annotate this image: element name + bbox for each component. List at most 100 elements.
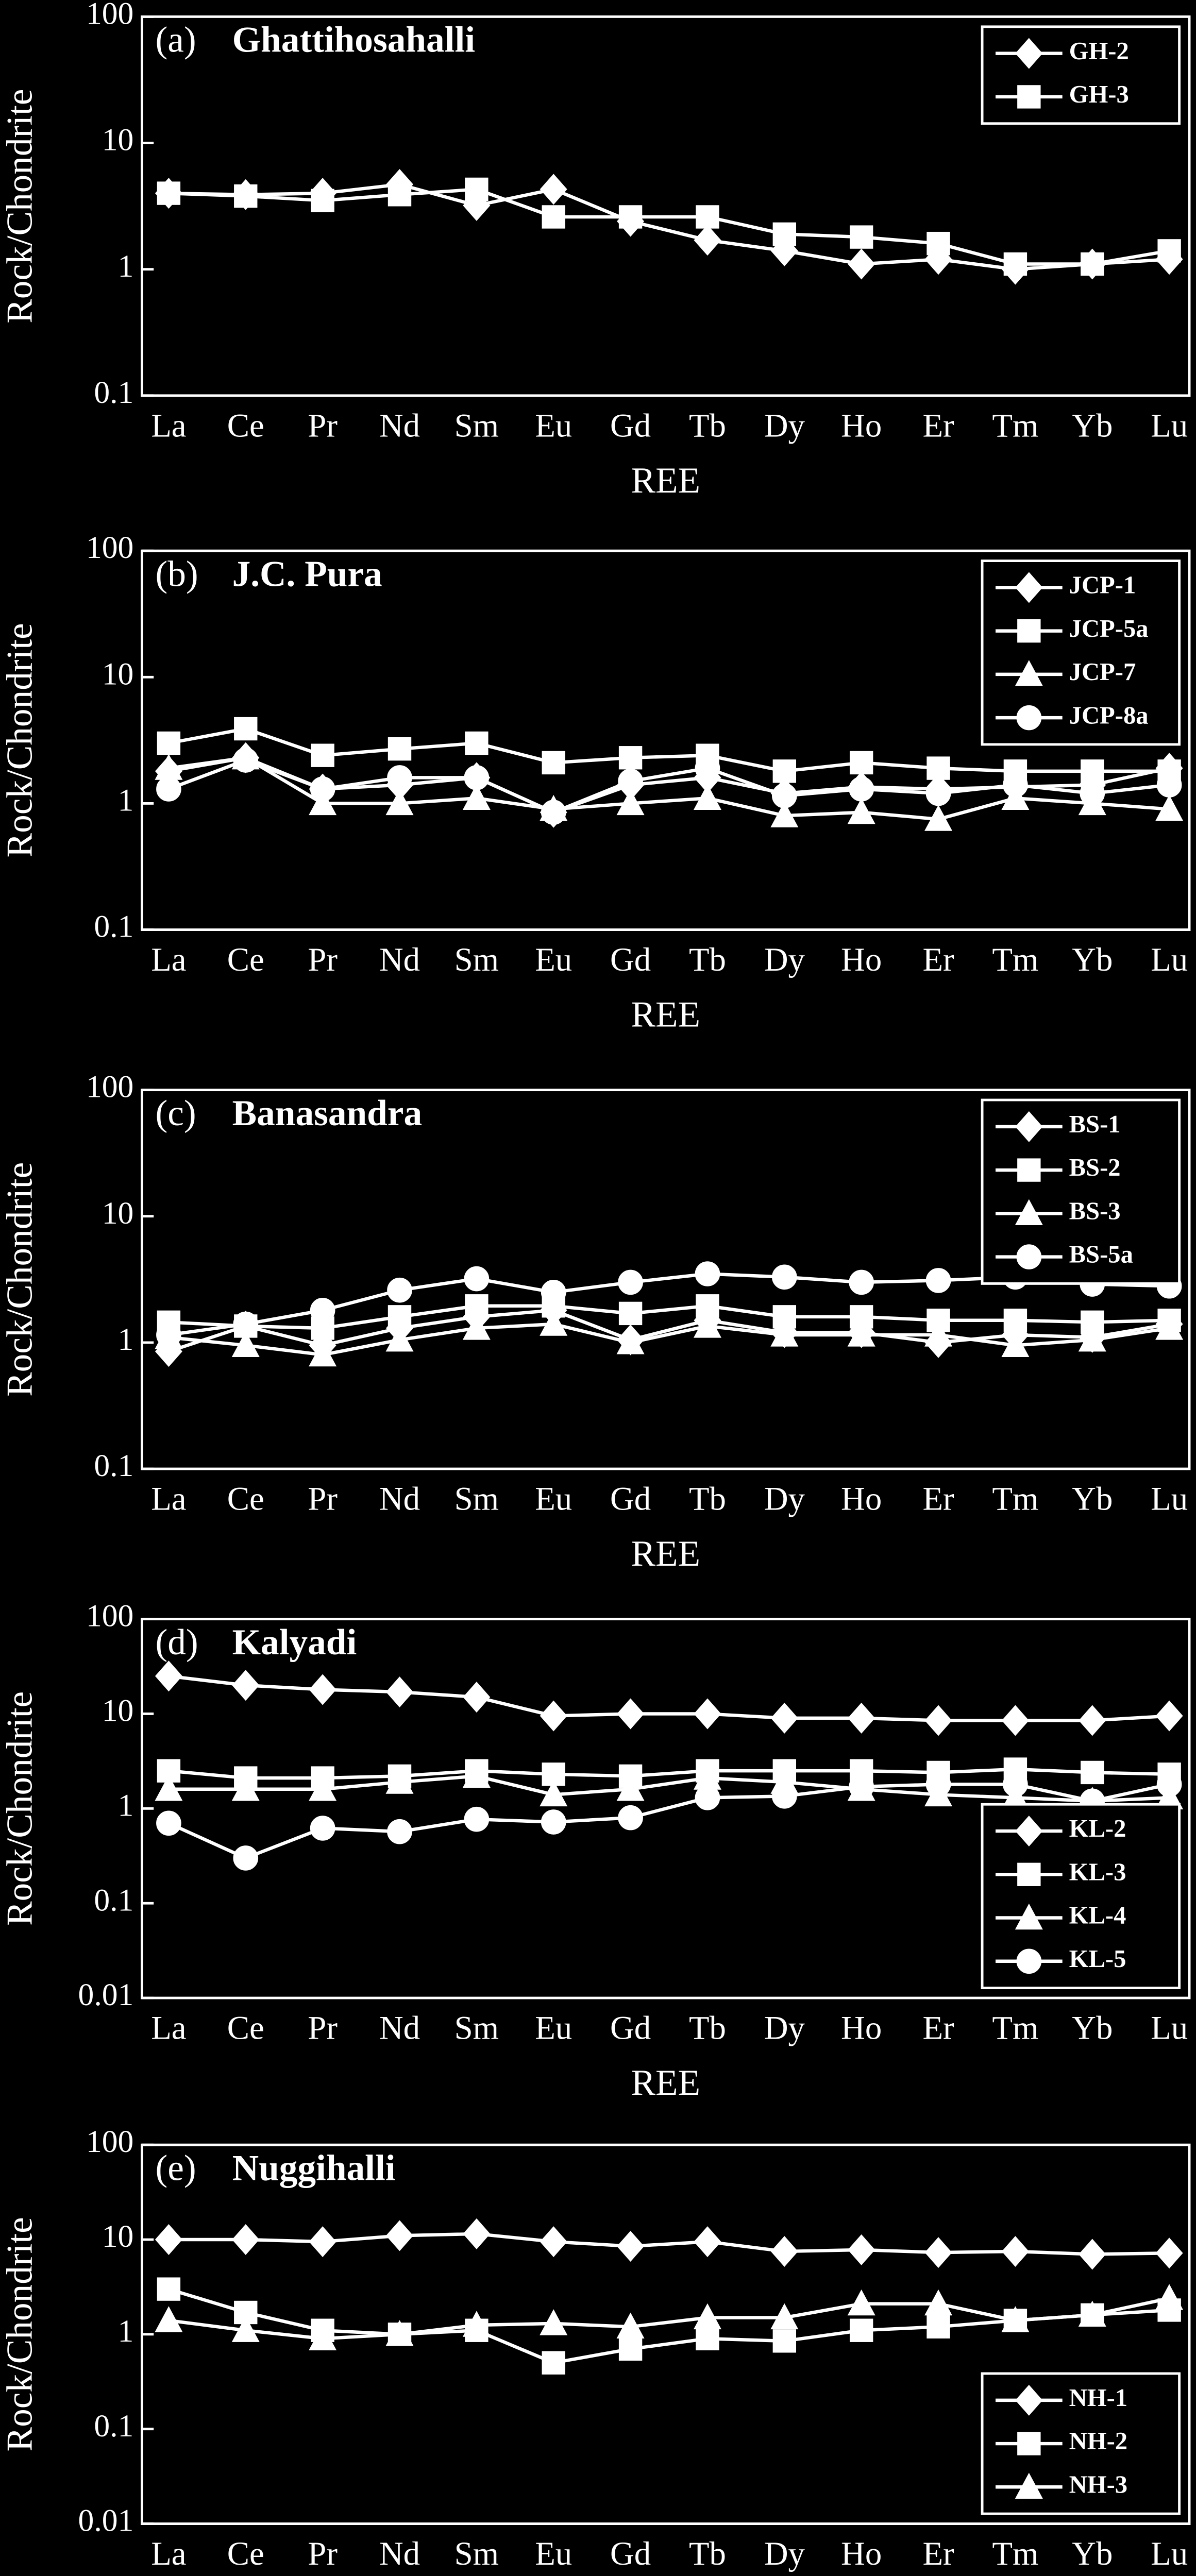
data-point: [385, 2320, 414, 2346]
data-point: [1155, 2238, 1183, 2269]
y-axis-label: Rock/Chondrite: [0, 89, 40, 323]
data-point: [463, 1682, 491, 1713]
chart-title: Banasandra: [232, 1093, 423, 1133]
data-point: [772, 222, 797, 246]
series-line: [168, 1309, 1170, 1353]
data-point: [695, 1261, 720, 1286]
y-tick-label: 100: [86, 1599, 133, 1634]
data-point: [618, 2337, 643, 2361]
x-tick-label: Er: [922, 1481, 954, 1518]
data-point: [541, 1809, 566, 1835]
data-point: [695, 1785, 720, 1810]
data-point: [849, 225, 873, 249]
legend-label: JCP-1: [1069, 571, 1136, 599]
y-tick-label: 0.1: [94, 909, 133, 944]
legend-label: NH-2: [1069, 2427, 1127, 2455]
chart-title: Kalyadi: [232, 1622, 357, 1663]
data-point: [1003, 252, 1027, 276]
y-tick-label: 0.01: [78, 1977, 134, 2012]
data-point: [540, 2309, 568, 2335]
data-point: [1081, 1310, 1104, 1334]
x-tick-label: Er: [922, 408, 954, 445]
x-tick-label: Yb: [1072, 1481, 1113, 1518]
data-point: [1079, 2239, 1106, 2270]
x-tick-label: Gd: [610, 941, 651, 978]
data-point: [618, 205, 643, 229]
x-tick-label: Sm: [454, 941, 499, 978]
chart-title: J.C. Pura: [232, 553, 382, 594]
x-tick-label: Lu: [1151, 2010, 1188, 2047]
data-point: [616, 1775, 645, 1801]
chart-title: Nuggihalli: [232, 2147, 396, 2188]
data-point: [694, 1698, 721, 1730]
data-point: [847, 2289, 875, 2316]
data-point: [695, 755, 720, 781]
data-point: [924, 2289, 953, 2316]
x-tick-label: Ho: [841, 2010, 882, 2047]
legend-label: NH-3: [1069, 2470, 1127, 2498]
data-point: [1001, 2235, 1029, 2267]
series-line: [169, 182, 1170, 271]
legend-label: GH-3: [1069, 80, 1129, 108]
data-point: [1157, 239, 1181, 263]
x-tick-label: Eu: [535, 1481, 572, 1518]
x-tick-label: Nd: [379, 2535, 420, 2572]
data-point: [541, 1280, 566, 1305]
data-point: [1155, 794, 1184, 821]
data-point: [848, 248, 875, 280]
legend-marker: [1016, 1948, 1042, 1974]
x-tick-label: La: [151, 2010, 186, 2047]
data-point: [617, 2230, 645, 2262]
y-tick-label: 10: [102, 1196, 134, 1231]
y-tick-label: 1: [118, 1788, 134, 1823]
data-point: [618, 1269, 643, 1295]
legend-label: BS-5a: [1069, 1241, 1133, 1268]
legend-marker: [1015, 1903, 1043, 1930]
x-tick-label: Eu: [535, 2010, 572, 2047]
data-point: [233, 1845, 259, 1871]
data-point: [465, 177, 488, 201]
x-tick-label: Tm: [992, 2010, 1038, 2047]
data-point: [693, 2303, 721, 2330]
y-tick-label: 100: [86, 530, 133, 565]
data-point: [696, 2327, 719, 2350]
data-point: [618, 768, 643, 794]
data-point: [849, 1269, 874, 1295]
data-point: [464, 1266, 490, 1292]
x-tick-label: Ce: [227, 408, 264, 445]
data-point: [1078, 2300, 1106, 2327]
y-tick-label: 10: [102, 1693, 134, 1728]
legend-box: [981, 1803, 1181, 1990]
data-point: [387, 1819, 412, 1844]
data-point: [540, 1700, 567, 1732]
data-point: [464, 1806, 490, 1832]
x-tick-label: Nd: [379, 1481, 420, 1518]
data-point: [1081, 252, 1104, 276]
data-point: [848, 2234, 875, 2265]
series-line: [169, 1767, 1170, 1780]
legend-label: JCP-5a: [1069, 615, 1149, 642]
data-point: [616, 1328, 645, 1354]
data-point: [157, 731, 181, 755]
data-point: [772, 2329, 797, 2353]
chart-title: Ghattihosahalli: [232, 20, 476, 60]
data-point: [388, 1305, 412, 1329]
data-point: [847, 798, 875, 824]
data-point: [925, 1268, 951, 1293]
data-point: [925, 1772, 951, 1797]
series-line: [169, 188, 1170, 266]
data-point: [385, 1325, 414, 1352]
data-point: [465, 1294, 488, 1318]
data-point: [927, 231, 950, 256]
legend-marker: [1015, 1111, 1043, 1142]
x-tick-label: Tm: [992, 941, 1038, 978]
x-tick-label: Er: [922, 2010, 954, 2047]
x-tick-label: Gd: [610, 1481, 651, 1518]
y-axis-label: Rock/Chondrite: [0, 1691, 40, 1926]
data-point: [1081, 1760, 1104, 1785]
data-point: [1001, 1705, 1029, 1736]
data-point: [540, 1310, 568, 1336]
x-tick-label: Gd: [610, 408, 651, 445]
data-point: [1081, 759, 1104, 783]
data-point: [618, 746, 643, 770]
